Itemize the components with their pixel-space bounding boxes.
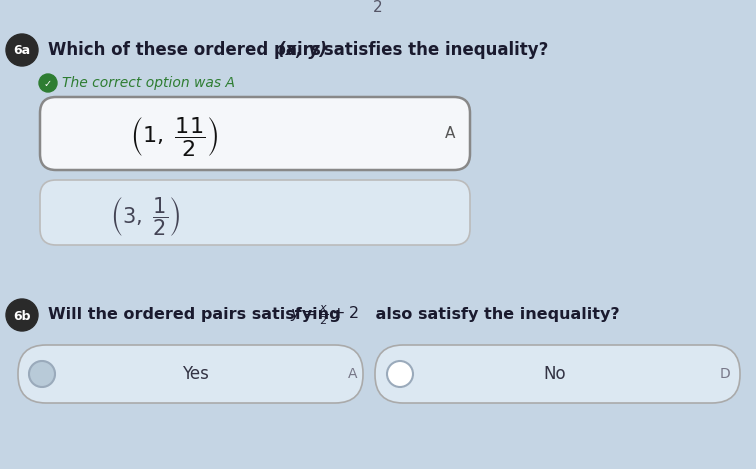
Circle shape [6,34,38,66]
Text: D: D [720,367,730,381]
Text: Will the ordered pairs satisfying: Will the ordered pairs satisfying [48,308,346,323]
Text: Which of these ordered pairs: Which of these ordered pairs [48,41,327,59]
Text: A: A [445,127,455,142]
Text: also satisfy the inequality?: also satisfy the inequality? [370,308,620,323]
Text: A: A [348,367,358,381]
Text: ✓: ✓ [44,79,52,89]
Circle shape [6,299,38,331]
FancyBboxPatch shape [40,180,470,245]
Circle shape [29,361,55,387]
Text: $\left(3,\ \dfrac{1}{2}\right)$: $\left(3,\ \dfrac{1}{2}\right)$ [110,195,181,237]
Text: (x, y): (x, y) [278,41,327,59]
Text: $y = \frac{x}{2} + 2$: $y = \frac{x}{2} + 2$ [290,303,359,327]
Text: No: No [544,365,566,383]
Text: Yes: Yes [181,365,209,383]
Text: 6a: 6a [14,45,30,58]
Circle shape [39,74,57,92]
Text: 2: 2 [373,0,383,15]
Text: $\left(1,\ \dfrac{11}{2}\right)$: $\left(1,\ \dfrac{11}{2}\right)$ [130,115,218,159]
Circle shape [387,361,413,387]
FancyBboxPatch shape [40,97,470,170]
Text: 6b: 6b [14,310,31,323]
Text: satisfies the inequality?: satisfies the inequality? [318,41,548,59]
Text: The correct option was A: The correct option was A [62,76,235,90]
FancyBboxPatch shape [18,345,363,403]
FancyBboxPatch shape [375,345,740,403]
